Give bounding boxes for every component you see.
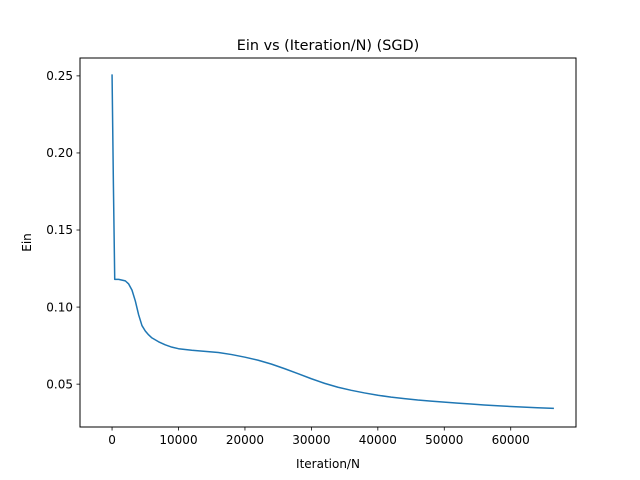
series-line-0 [111,74,554,410]
x-tick-label-1: 10000 [159,433,197,447]
y-tick-label-2: 0.15 [46,223,73,237]
x-tick-label-2: 20000 [226,433,264,447]
x-tick-label-6: 60000 [492,433,530,447]
x-tick-label-5: 50000 [425,433,463,447]
y-tick-label-4: 0.25 [46,69,73,83]
y-tick-label-0: 0.05 [46,377,73,391]
plot-frame [79,57,577,428]
x-tick-label-0: 0 [108,433,116,447]
plot-content [111,74,554,410]
chart-title: Ein vs (Iteration/N) (SGD) [237,38,419,54]
y-axis-label: Ein [20,233,34,252]
y-axis-ticks: 0.05 0.10 0.15 0.20 0.25 [46,69,80,391]
y-tick-label-3: 0.20 [46,146,73,160]
y-tick-label-1: 0.10 [46,300,73,314]
x-tick-label-3: 30000 [292,433,330,447]
x-axis-ticks: 0 10000 20000 30000 40000 50000 60000 [108,427,530,447]
x-tick-label-4: 40000 [359,433,397,447]
x-axis-label: Iteration/N [296,457,360,471]
